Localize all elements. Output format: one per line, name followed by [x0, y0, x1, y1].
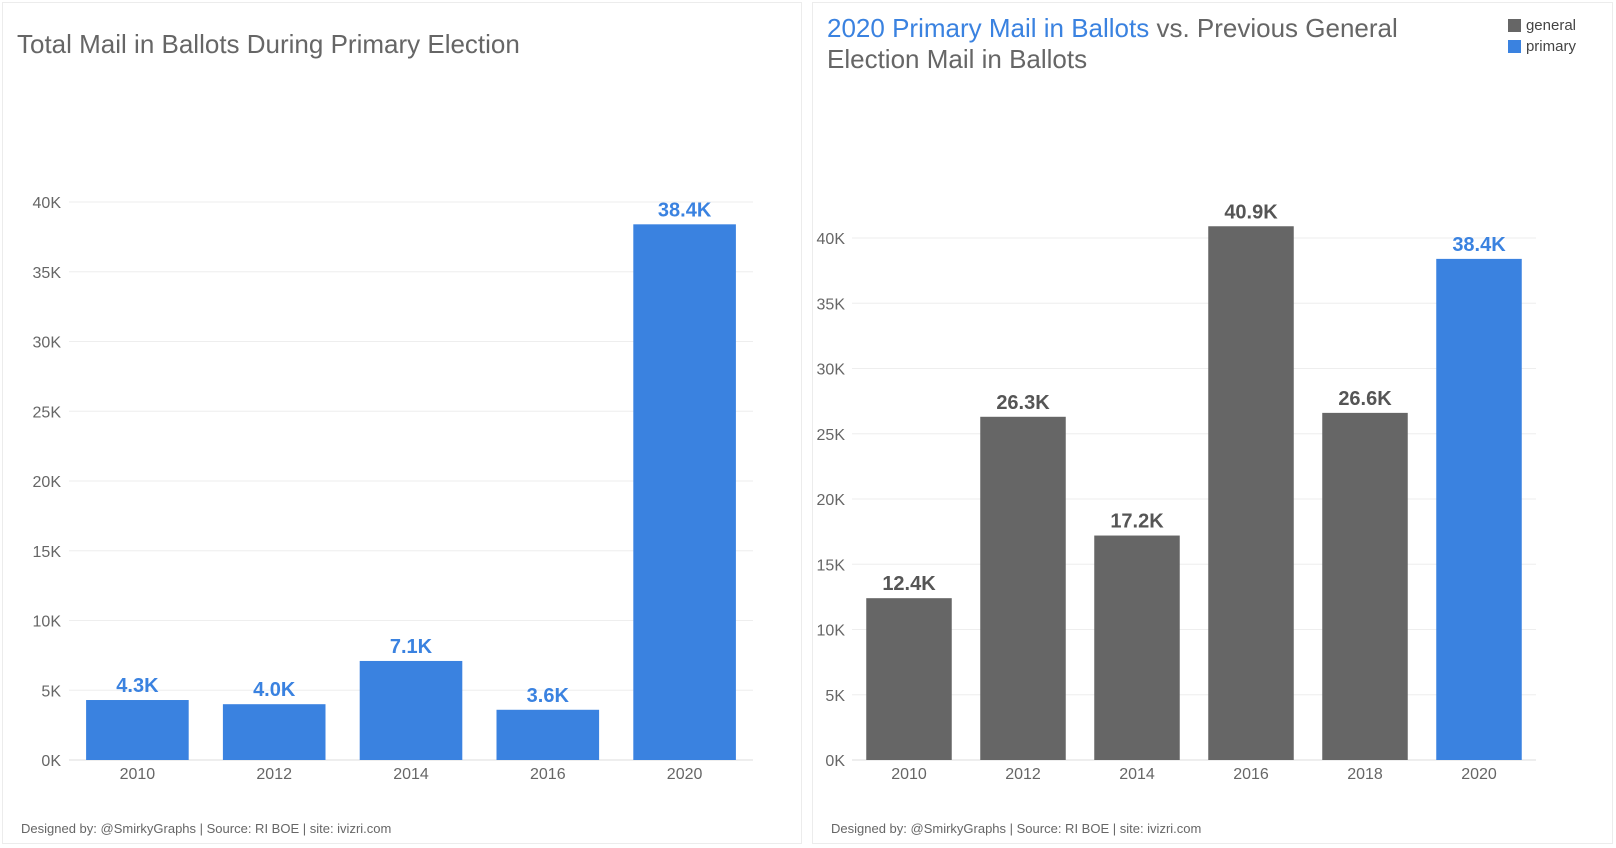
- left-bar-chart: 0K 5K 10K 15K 20K 25K 30K 35K 40K 4.3K 2010 4.0K 201…: [33, 195, 753, 783]
- left-chart-title: Total Mail in Ballots During Primary Ele…: [17, 29, 520, 59]
- x-tick-label: 2014: [1119, 766, 1155, 783]
- y-tick-label: 35K: [817, 296, 846, 313]
- left-chart-footer: Designed by: @SmirkyGraphs | Source: RI …: [21, 821, 392, 836]
- x-tick-label: 2018: [1347, 766, 1383, 783]
- bar: [1208, 226, 1294, 760]
- right-chart-footer: Designed by: @SmirkyGraphs | Source: RI …: [831, 821, 1202, 836]
- x-tick-label: 2012: [256, 766, 292, 783]
- legend-swatch-general: [1507, 19, 1521, 32]
- data-label: 40.9K: [1224, 201, 1278, 223]
- legend-item-primary: primary: [1507, 36, 1576, 57]
- right-chart-title: 2020 Primary Mail in Ballots vs. Previou…: [827, 13, 1467, 75]
- y-tick-label: 25K: [817, 427, 846, 444]
- data-label: 4.0K: [253, 679, 296, 701]
- y-tick-label: 20K: [817, 492, 846, 509]
- bar: [633, 224, 736, 760]
- right-chart-panel: 2020 Primary Mail in Ballots vs. Previou…: [812, 2, 1613, 844]
- bar: [86, 700, 189, 760]
- y-tick-label: 40K: [817, 231, 846, 248]
- y-tick-label: 0K: [825, 753, 845, 770]
- y-tick-label: 30K: [817, 362, 846, 379]
- bar: [1094, 535, 1180, 760]
- left-chart-panel: Total Mail in Ballots During Primary Ele…: [2, 2, 802, 844]
- y-tick-label: 40K: [33, 195, 62, 212]
- bar: [980, 416, 1066, 760]
- right-chart-legend: general primary: [1507, 15, 1576, 57]
- x-tick-label: 2010: [120, 766, 156, 783]
- bar: [496, 709, 600, 760]
- y-tick-label: 0K: [41, 753, 61, 770]
- legend-label-primary: primary: [1525, 38, 1576, 55]
- bar: [359, 660, 463, 760]
- data-label: 26.6K: [1338, 388, 1392, 410]
- bar: [1322, 412, 1408, 760]
- x-tick-label: 2020: [667, 766, 703, 783]
- bar: [222, 704, 326, 760]
- x-tick-label: 2012: [1005, 766, 1041, 783]
- y-tick-label: 15K: [33, 544, 62, 561]
- y-tick-label: 5K: [825, 688, 845, 705]
- y-tick-label: 10K: [33, 614, 62, 631]
- right-bar-chart: 0K 5K 10K 15K 20K 25K 30K 35K 40K 12.4K 2010 26.3K 2…: [817, 201, 1536, 783]
- x-tick-label: 2020: [1461, 766, 1497, 783]
- y-tick-label: 30K: [33, 335, 62, 352]
- legend-item-general: general: [1507, 15, 1576, 36]
- data-label: 12.4K: [882, 573, 936, 595]
- data-label: 38.4K: [1452, 234, 1506, 256]
- x-tick-label: 2016: [530, 766, 566, 783]
- data-label: 3.6K: [527, 685, 570, 707]
- legend-label-general: general: [1525, 17, 1576, 34]
- x-tick-label: 2016: [1233, 766, 1269, 783]
- data-label: 38.4K: [658, 199, 712, 221]
- y-tick-label: 10K: [817, 623, 846, 640]
- legend-swatch-primary: [1507, 40, 1521, 53]
- y-tick-label: 20K: [33, 474, 62, 491]
- right-chart-title-highlight: 2020 Primary Mail in Ballots: [827, 13, 1150, 43]
- data-label: 17.2K: [1110, 511, 1164, 533]
- bar: [1436, 258, 1522, 760]
- data-label: 4.3K: [116, 675, 159, 697]
- y-tick-label: 5K: [41, 683, 61, 700]
- right-chart-title-rest: vs. Previous General Election Mail in Ba…: [827, 13, 1398, 74]
- x-tick-label: 2010: [891, 766, 927, 783]
- y-tick-label: 35K: [33, 265, 62, 282]
- x-tick-label: 2014: [393, 766, 429, 783]
- bar: [866, 598, 952, 760]
- y-tick-label: 15K: [817, 557, 846, 574]
- data-label: 7.1K: [390, 636, 433, 658]
- y-tick-label: 25K: [33, 404, 62, 421]
- data-label: 26.3K: [996, 392, 1050, 414]
